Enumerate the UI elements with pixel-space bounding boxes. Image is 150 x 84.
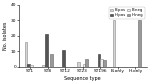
X-axis label: Sequence type: Sequence type <box>64 76 101 81</box>
Legend: B-pos, H-pos, B-neg, H-neg: B-pos, H-pos, B-neg, H-neg <box>109 7 145 19</box>
Bar <box>30 65 33 67</box>
Bar <box>27 64 30 67</box>
Bar <box>77 62 80 67</box>
Bar <box>83 64 85 67</box>
Bar <box>50 54 53 67</box>
Bar <box>103 60 106 67</box>
Bar <box>100 59 103 67</box>
Bar <box>62 50 65 67</box>
Bar <box>85 59 88 67</box>
Bar <box>45 34 48 67</box>
Bar <box>113 20 115 67</box>
Bar <box>98 54 100 67</box>
Bar <box>42 65 45 67</box>
Bar <box>25 42 27 67</box>
Y-axis label: No. isolates: No. isolates <box>3 22 8 50</box>
Bar <box>138 20 141 67</box>
